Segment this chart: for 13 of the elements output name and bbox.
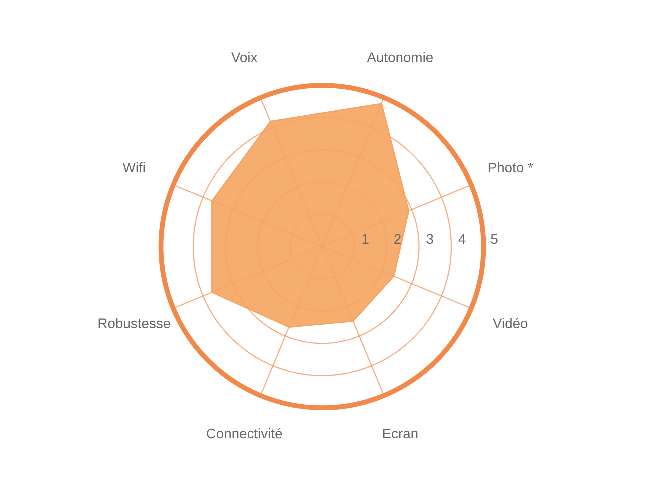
y-tick-label: 3 [426,234,434,244]
spoke-label: Voix [232,52,258,62]
spoke-label: Photo * [488,162,534,173]
spoke-label: Connectivité [207,428,282,439]
y-tick-label: 4 [458,234,466,244]
spoke-label: Ecran [383,428,418,439]
y-tick-label: 2 [394,234,401,244]
spoke-label: Vidéo [493,318,528,328]
spoke-label: Robustesse [98,318,170,328]
spoke-label: Autonomie [367,52,434,62]
y-tick-label: 5 [491,234,498,244]
spoke-label: Wifi [122,162,146,173]
y-tick-label: 1 [362,234,369,244]
